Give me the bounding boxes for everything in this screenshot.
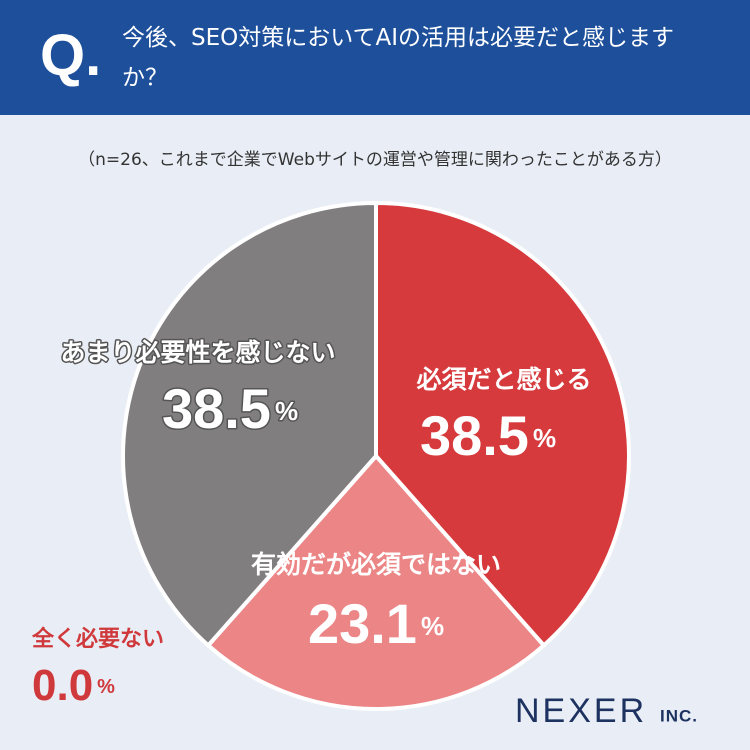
value-label: 23.1% (308, 592, 444, 655)
slice-label: 必須だと感じる (416, 365, 591, 394)
pie-slice (121, 201, 378, 648)
slice-label: あまり必要性を感じない (60, 338, 335, 367)
header: Q. 今後、SEO対策においてAIの活用は必要だと感じますか？ (0, 0, 750, 115)
pie-slice (374, 201, 631, 648)
brand-name: NEXER (515, 692, 647, 730)
value-label: 0.0% (32, 661, 115, 710)
slice-label: 全く必要ない (31, 626, 164, 652)
value-label: 38.5% (420, 404, 556, 467)
subtitle: （n=26、これまで企業でWebサイトの運営や管理に関わったことがある方） (78, 150, 672, 170)
slice-label: 有効だが必須ではない (251, 550, 501, 579)
brand-suffix: INC. (660, 706, 698, 725)
pie-slice (206, 454, 546, 711)
q-mark: Q. (40, 23, 102, 88)
pie (121, 201, 631, 711)
value-label: 38.5% (162, 377, 298, 440)
question: 今後、SEO対策においてAIの活用は必要だと感じますか？ (122, 25, 675, 91)
